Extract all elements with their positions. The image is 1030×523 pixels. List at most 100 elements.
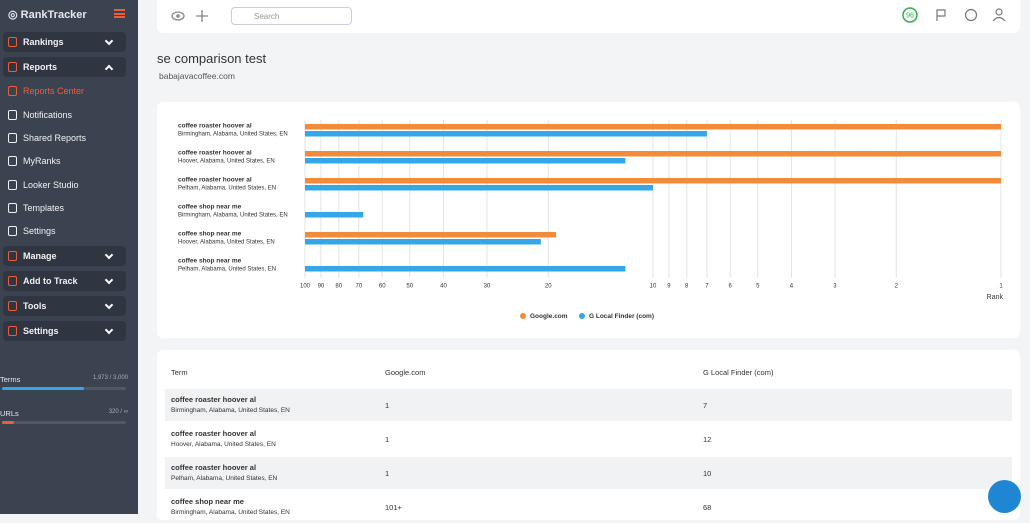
menu-label: Templates (23, 203, 65, 213)
google-rank: 101+ (385, 503, 402, 512)
category-sublabel: Pelham, Alabama, United States, EN (178, 186, 276, 192)
menu-icon (8, 37, 17, 47)
add-icon[interactable] (196, 10, 208, 22)
menu-icon (8, 180, 17, 190)
table-row: coffee shop near me Birmingham, Alabama, … (165, 491, 1012, 523)
menu-icon (8, 301, 17, 311)
menu-item[interactable]: Notifications (3, 105, 126, 125)
menu-item[interactable]: Tools (3, 296, 126, 316)
stat-fill (2, 387, 84, 390)
menu-icon (8, 156, 17, 166)
menu-label: Settings (23, 226, 56, 236)
search-box[interactable]: Search (231, 7, 352, 25)
help-icon[interactable] (964, 8, 978, 22)
category-sublabel: Hoover, Alabama, United States, EN (178, 159, 275, 165)
eye-icon[interactable] (171, 11, 185, 21)
location: Hoover, Alabama, United States, EN (171, 441, 276, 448)
menu-label: Reports Center (23, 86, 85, 96)
x-tick-label: 1 (999, 284, 1003, 290)
user-icon-body (992, 16, 1006, 22)
chevron (104, 64, 114, 74)
category-sublabel: Birmingham, Alabama, United States, EN (178, 132, 288, 138)
menu-item[interactable]: Rankings (3, 32, 126, 52)
score-badge[interactable] (902, 7, 918, 23)
search-placeholder: Search (254, 12, 280, 21)
table-row: coffee roaster hoover al Pelham, Alabama,… (165, 457, 1012, 489)
bar (305, 151, 1001, 157)
menu-item[interactable]: Manage (3, 246, 126, 266)
menu-icon (8, 110, 17, 120)
google-rank: 1 (385, 435, 390, 444)
x-tick-label: 7 (705, 284, 709, 290)
menu-label: MyRanks (23, 156, 61, 166)
google-rank: 1 (385, 469, 390, 478)
bar (305, 158, 626, 164)
menu-label: Shared Reports (23, 133, 87, 143)
menu-icon (8, 62, 17, 72)
bar (305, 239, 541, 245)
menu-icon (8, 276, 17, 286)
usage-stat: Terms 1,973 / 3,000 (0, 375, 128, 390)
column-header: Google.com (385, 368, 426, 377)
bar (305, 131, 707, 137)
term: coffee shop near me (171, 497, 244, 506)
menu-icon (8, 203, 17, 213)
chevron (104, 300, 114, 310)
legend-swatch (520, 313, 526, 319)
local-rank: 68 (703, 503, 712, 512)
x-tick-label: 40 (440, 284, 447, 290)
menu-item[interactable]: Templates (3, 198, 126, 218)
brand[interactable]: ◎ RankTracker (8, 9, 87, 21)
menu-item[interactable]: Reports Center (3, 81, 126, 101)
x-tick-label: 8 (685, 284, 689, 290)
stat-fill (2, 421, 15, 424)
table-row: coffee roaster hoover al Birmingham, Alab… (165, 389, 1012, 421)
menu-item[interactable]: Shared Reports (3, 128, 126, 148)
column-header: G Local Finder (com) (703, 368, 774, 377)
menu-label: Reports (23, 62, 58, 72)
table-card: Term Google.com G Local Finder (com) coffee… (157, 350, 1020, 520)
bar (305, 178, 1001, 184)
bar (305, 212, 364, 218)
bar (305, 266, 626, 272)
google-rank: 1 (385, 401, 390, 410)
menu-icon (8, 86, 17, 96)
menu-item[interactable]: Settings (3, 221, 126, 241)
menu-item[interactable]: Reports (3, 57, 126, 77)
x-tick-label: 70 (356, 284, 363, 290)
chart: 100 90 80 70 60 50 40 30 20 10 9 8 7 6 5 4 3 2 1 Rank coffee… (178, 120, 1003, 320)
score-badge-text: 96 (906, 12, 914, 19)
x-tick-label: 100 (300, 284, 311, 290)
local-rank: 10 (703, 469, 712, 478)
menu-item[interactable]: Looker Studio (3, 175, 126, 195)
eye-pupil (176, 14, 180, 18)
term: coffee roaster hoover al (171, 395, 257, 404)
menu-label: Tools (23, 301, 47, 311)
menu-label: Notifications (23, 110, 73, 120)
term: coffee roaster hoover al (171, 463, 257, 472)
legend-swatch (579, 313, 585, 319)
location: Birmingham, Alabama, United States, EN (171, 509, 290, 516)
x-tick-label: 5 (756, 284, 760, 290)
chevron (104, 36, 114, 46)
x-tick-label: 4 (790, 284, 794, 290)
chat-button[interactable] (988, 480, 1021, 513)
term: coffee roaster hoover al (171, 429, 257, 438)
category-label: coffee roaster hoover al (178, 123, 252, 130)
category-label: coffee shop near me (178, 258, 242, 265)
user-icon[interactable] (995, 8, 1003, 16)
menu-label: Manage (23, 251, 57, 261)
x-tick-label: 50 (406, 284, 413, 290)
menu-item[interactable]: Add to Track (3, 271, 126, 291)
x-tick-label: 30 (484, 284, 491, 290)
bar (305, 232, 556, 238)
menu-item[interactable]: Settings (3, 321, 126, 341)
flag-icon[interactable] (936, 9, 946, 21)
x-tick-label: 20 (545, 284, 552, 290)
page-subtitle: babajavacoffee.com (159, 71, 235, 81)
menu-item[interactable]: MyRanks (3, 151, 126, 171)
menu-toggle[interactable] (114, 9, 125, 18)
location: Pelham, Alabama, United States, EN (171, 475, 278, 482)
category-sublabel: Pelham, Alabama, United States, EN (178, 267, 276, 273)
menu-icon (8, 326, 17, 336)
